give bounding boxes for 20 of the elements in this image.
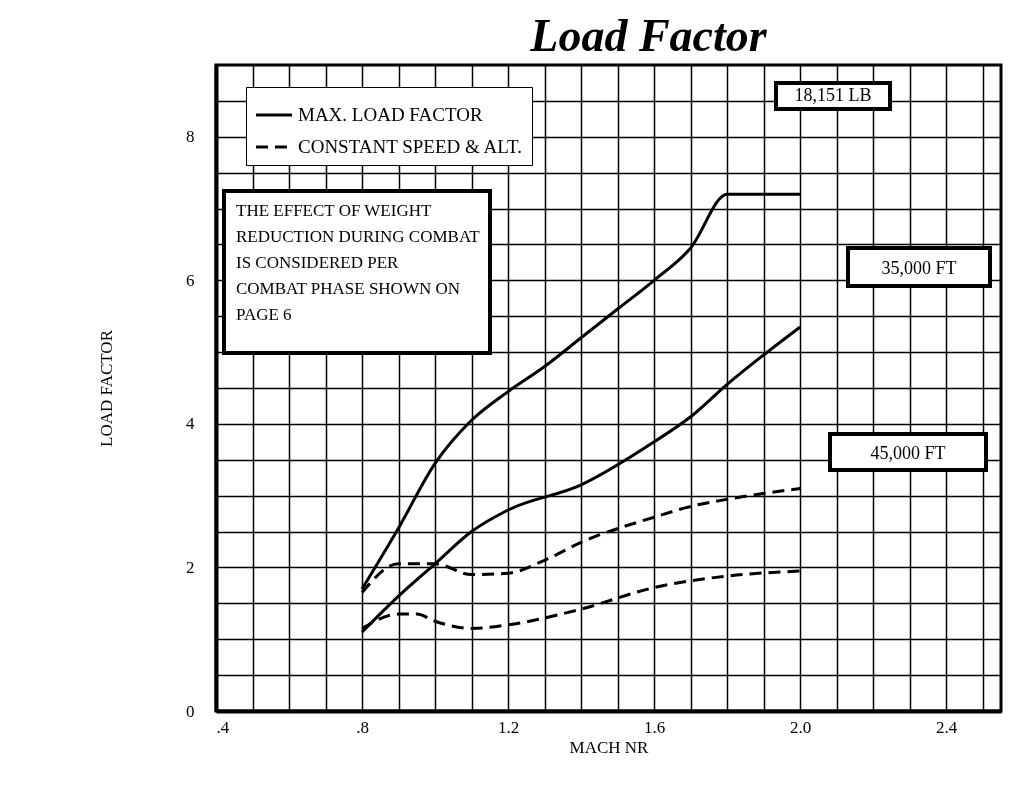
y-tick-label: 2: [186, 557, 195, 577]
y-tick-label: 6: [186, 270, 195, 290]
chart-title: Load Factor: [529, 10, 768, 61]
annotation: 45,000 FT: [870, 443, 946, 463]
annotation: THE EFFECT OF WEIGHT REDUCTION DURING COMBAT IS CONSIDERED PER COMBAT PHASE SHOWN ON PAGE 6: [236, 201, 481, 324]
legend-label: MAX. LOAD FACTOR: [298, 104, 483, 125]
legend-label: CONSTANT SPEED & ALT.: [298, 136, 523, 157]
y-tick-label: 8: [186, 127, 195, 147]
x-tick-label: .8: [356, 717, 369, 737]
x-axis-title: MACH NR: [569, 737, 650, 757]
x-tick-label: .4: [216, 717, 230, 737]
x-tick-label: 2.4: [936, 717, 958, 737]
annotation: 35,000 FT: [881, 258, 957, 278]
x-tick-label: 1.2: [497, 717, 520, 737]
x-tick-label: 2.0: [790, 717, 812, 737]
y-tick-label: 0: [186, 701, 195, 721]
y-tick-label: 4: [186, 414, 195, 434]
annotation: 18,151 LB: [794, 85, 872, 105]
y-axis-title: LOAD FACTOR: [97, 329, 116, 447]
x-tick-label: 1.6: [644, 717, 666, 737]
